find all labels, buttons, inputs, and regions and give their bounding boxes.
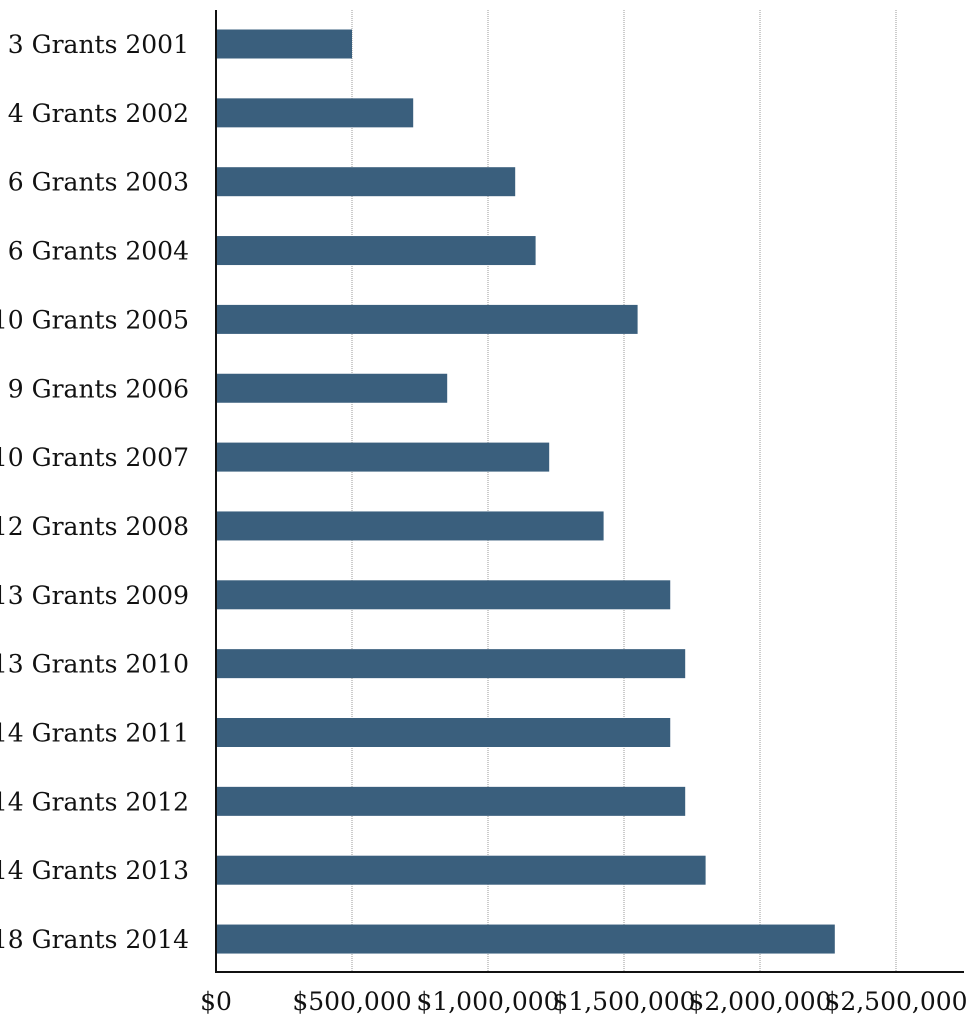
bar — [216, 373, 448, 403]
bar — [216, 511, 604, 541]
bar — [216, 580, 671, 610]
x-tick-label: $1,000,000 — [416, 987, 559, 1016]
bar — [216, 167, 516, 197]
bar — [216, 924, 835, 954]
category-label: 18 Grants 2014 — [0, 925, 189, 954]
category-label: 10 Grants 2007 — [0, 443, 189, 472]
bar — [216, 855, 706, 885]
bar — [216, 649, 686, 679]
x-tick-label: $500,000 — [292, 987, 411, 1016]
category-labels: 3 Grants 2001 4 Grants 2002 6 Grants 2003 6… — [0, 30, 189, 954]
category-label: 14 Grants 2013 — [0, 856, 189, 885]
x-tick-labels: $0 $500,000 $1,000,000$1,500,000$2,000,000… — [200, 987, 967, 1016]
x-tick-label: $1,500,000 — [552, 987, 695, 1016]
category-label: 9 Grants 2006 — [8, 374, 189, 403]
x-tick-label: $2,500,000 — [824, 987, 967, 1016]
category-label: 13 Grants 2009 — [0, 581, 189, 610]
category-label: 6 Grants 2003 — [8, 168, 189, 197]
category-label: 12 Grants 2008 — [0, 512, 189, 541]
category-label: 13 Grants 2010 — [0, 650, 189, 679]
x-tick-label: $2,000,000 — [688, 987, 831, 1016]
bar — [216, 236, 536, 266]
bar — [216, 304, 638, 334]
x-tick-label: $0 — [200, 987, 232, 1016]
category-label: 3 Grants 2001 — [8, 30, 189, 59]
category-label: 10 Grants 2005 — [0, 305, 189, 334]
bars — [216, 29, 835, 954]
category-label: 6 Grants 2004 — [8, 237, 189, 266]
category-label: 4 Grants 2002 — [8, 99, 189, 128]
bar — [216, 442, 550, 472]
category-label: 14 Grants 2011 — [0, 719, 189, 748]
category-label: 14 Grants 2012 — [0, 787, 189, 816]
bar — [216, 29, 352, 59]
bar — [216, 786, 686, 816]
bar — [216, 718, 671, 747]
gridlines — [351, 10, 897, 972]
axes — [215, 10, 964, 973]
bar — [216, 98, 414, 128]
